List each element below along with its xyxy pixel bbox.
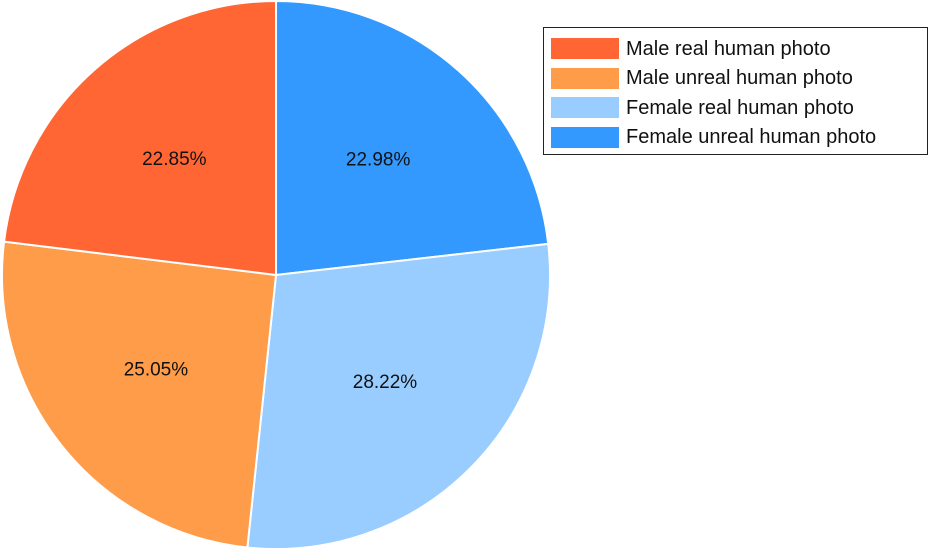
legend-swatch-female-real — [551, 97, 619, 119]
pie-slice-male-real-human-photo — [2, 0, 277, 277]
slice-label-female-real-human-photo: 28.22% — [353, 372, 418, 393]
legend-label-female-real: Female real human photo — [626, 96, 854, 119]
legend-item-female-unreal: Female unreal human photo — [551, 123, 927, 153]
legend-swatch-female-unreal — [551, 126, 619, 148]
legend-label-male-real: Male real human photo — [626, 37, 831, 60]
pie-slice-female-real-human-photo — [246, 242, 551, 550]
legend-item-male-unreal: Male unreal human photo — [551, 64, 927, 94]
slice-label-male-real-human-photo: 22.85% — [142, 149, 207, 170]
pie-slice-female-unreal-human-photo — [275, 0, 550, 277]
legend-swatch-male-real — [551, 38, 619, 60]
legend-item-female-real: Female real human photo — [551, 93, 927, 123]
legend-item-male-real: Male real human photo — [551, 34, 927, 64]
legend-label-female-unreal: Female unreal human photo — [626, 126, 877, 149]
slice-label-male-unreal-human-photo: 25.05% — [124, 360, 189, 381]
legend-swatch-male-unreal — [551, 67, 619, 89]
pie-slices — [1, 0, 551, 550]
pie-slice-male-unreal-human-photo — [1, 240, 278, 549]
legend: Male real human photo Male unreal human … — [543, 27, 928, 155]
legend-label-male-unreal: Male unreal human photo — [626, 67, 853, 90]
slice-label-female-unreal-human-photo: 22.98% — [346, 150, 411, 171]
pie-slice-labels: 22.98% 28.22% 25.05% 22.85% — [124, 149, 418, 393]
